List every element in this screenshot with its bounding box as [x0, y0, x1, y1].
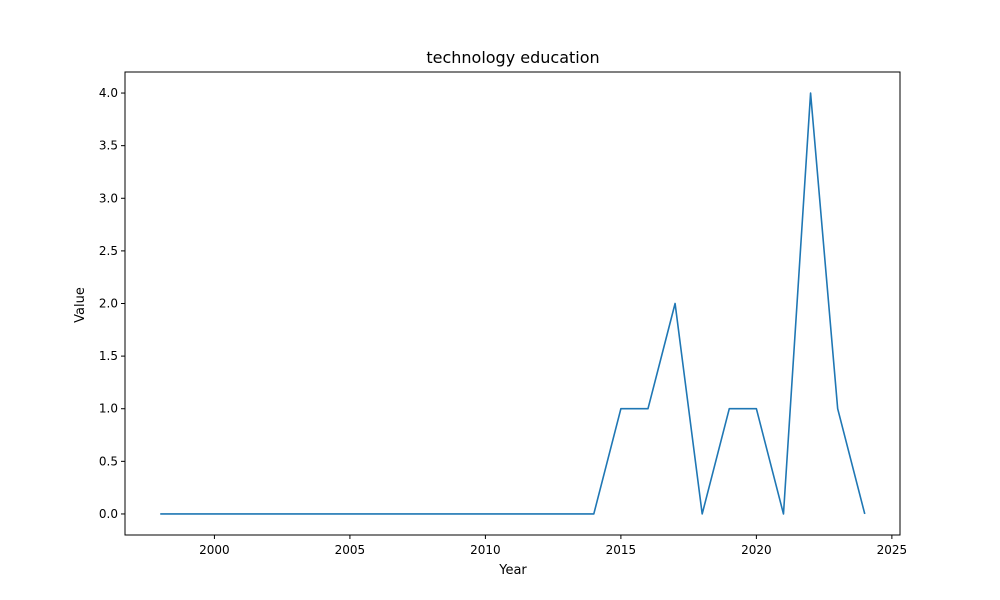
y-tick-label: 1.0 — [99, 402, 118, 416]
y-tick-label: 3.5 — [99, 139, 118, 153]
plot-area — [124, 71, 901, 536]
x-tick-label: 2025 — [877, 543, 908, 557]
y-tick-label: 4.0 — [99, 86, 118, 100]
x-tick-label: 2015 — [606, 543, 637, 557]
y-tick-label: 2.0 — [99, 297, 118, 311]
plot-frame — [124, 71, 901, 536]
y-tick-label: 0.5 — [99, 454, 118, 468]
y-tick-label: 0.0 — [99, 507, 118, 521]
series-layer — [160, 92, 866, 515]
x-axis: 2000 2005 2010 2015 2020 2025 — [199, 535, 907, 557]
x-tick-label: 2000 — [199, 543, 230, 557]
series-line — [160, 92, 866, 515]
x-axis-label: Year — [498, 563, 527, 578]
x-tick-label: 2010 — [470, 543, 501, 557]
chart-title: technology education — [426, 48, 599, 67]
y-axis: 0.0 0.5 1.0 1.5 2.0 2.5 3.0 3.5 4.0 — [99, 86, 125, 521]
y-tick-label: 3.0 — [99, 191, 118, 205]
y-axis-label: Value — [73, 287, 88, 323]
y-tick-label: 2.5 — [99, 244, 118, 258]
x-tick-label: 2005 — [335, 543, 366, 557]
y-tick-label: 1.5 — [99, 349, 118, 363]
x-tick-label: 2020 — [741, 543, 772, 557]
